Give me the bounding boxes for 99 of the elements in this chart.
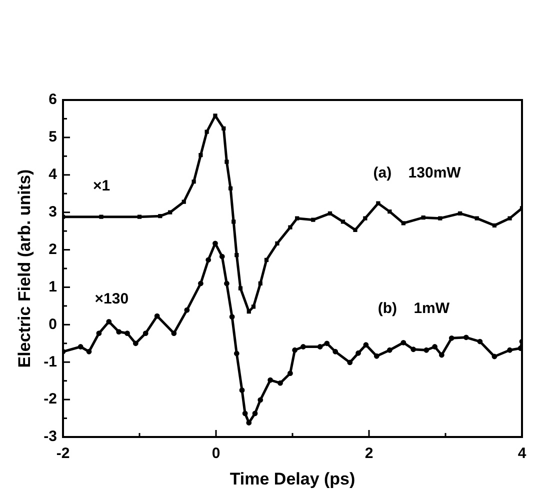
point: [154, 313, 160, 319]
x-tick-label: 2: [364, 445, 374, 462]
point: [508, 216, 512, 220]
point: [400, 340, 406, 346]
point: [124, 330, 130, 336]
point: [275, 241, 280, 246]
point: [78, 344, 84, 350]
point: [198, 152, 203, 158]
point: [432, 344, 438, 350]
point: [353, 228, 358, 232]
x-axis-title: Time Delay (ps): [230, 469, 356, 488]
point: [347, 360, 353, 366]
annotation: ×1: [93, 178, 110, 195]
annotation: ×130: [94, 290, 129, 308]
point: [492, 223, 497, 228]
point: [251, 304, 256, 309]
series-label: (a) 130mW: [373, 164, 462, 182]
point: [238, 286, 243, 290]
point: [268, 377, 274, 383]
point: [388, 210, 392, 214]
point: [328, 211, 332, 216]
point: [229, 314, 235, 320]
x-tick-label: 4: [518, 445, 527, 462]
point: [184, 307, 190, 313]
point: [219, 254, 225, 260]
point: [458, 211, 462, 216]
point: [292, 347, 298, 353]
point: [278, 380, 283, 386]
point: [168, 210, 172, 214]
point: [438, 216, 442, 220]
point: [213, 114, 218, 118]
point: [332, 348, 338, 354]
point: [474, 216, 479, 220]
y-tick-label: 4: [48, 166, 58, 184]
point: [401, 221, 406, 226]
point: [137, 214, 142, 219]
y-tick-label: 6: [48, 91, 57, 108]
point: [182, 200, 186, 204]
point: [363, 342, 369, 348]
point: [132, 340, 138, 346]
point: [477, 338, 483, 344]
point: [142, 330, 148, 336]
point: [99, 214, 104, 219]
point: [232, 220, 236, 224]
point: [288, 370, 293, 376]
point: [438, 352, 444, 358]
point: [363, 216, 368, 220]
y-tick-label: 5: [48, 128, 57, 146]
point: [376, 201, 380, 206]
point: [311, 218, 316, 222]
y-tick-label: 2: [48, 240, 57, 258]
y-tick-label: 1: [48, 278, 57, 296]
point: [106, 318, 112, 324]
point: [492, 354, 498, 360]
point: [198, 280, 204, 286]
point: [258, 281, 262, 286]
point: [421, 216, 426, 220]
point: [158, 214, 162, 218]
point: [252, 410, 258, 416]
point: [224, 280, 230, 286]
point: [317, 344, 323, 350]
point: [288, 225, 292, 230]
point: [386, 347, 392, 353]
point: [246, 310, 251, 314]
point: [295, 216, 300, 220]
point: [242, 410, 248, 416]
y-tick-label: -2: [44, 390, 57, 408]
point: [324, 340, 330, 346]
series-label: (b) 1mW: [378, 300, 450, 318]
point: [374, 353, 380, 359]
y-tick-label: -1: [44, 353, 57, 370]
point: [239, 387, 245, 393]
point: [234, 350, 240, 356]
y-tick-label: -3: [44, 428, 57, 446]
point: [192, 180, 196, 184]
point: [356, 350, 361, 356]
point: [264, 258, 269, 262]
point: [228, 186, 233, 190]
point: [224, 160, 229, 164]
point: [86, 348, 92, 354]
point: [448, 335, 454, 341]
point: [96, 330, 102, 336]
point: [424, 347, 430, 353]
point: [340, 220, 346, 224]
y-tick-label: 0: [48, 316, 57, 333]
point: [222, 126, 226, 131]
point: [463, 334, 469, 340]
point: [204, 130, 209, 134]
point: [258, 397, 264, 403]
point: [206, 257, 212, 263]
point: [234, 252, 239, 258]
point: [300, 344, 306, 350]
y-tick-label: 3: [48, 203, 57, 220]
x-tick-label: 0: [212, 445, 220, 462]
point: [171, 330, 177, 336]
point: [507, 347, 512, 353]
point: [116, 329, 122, 334]
y-axis-title: Electric Field (arb. units): [14, 169, 34, 368]
point: [410, 346, 416, 352]
